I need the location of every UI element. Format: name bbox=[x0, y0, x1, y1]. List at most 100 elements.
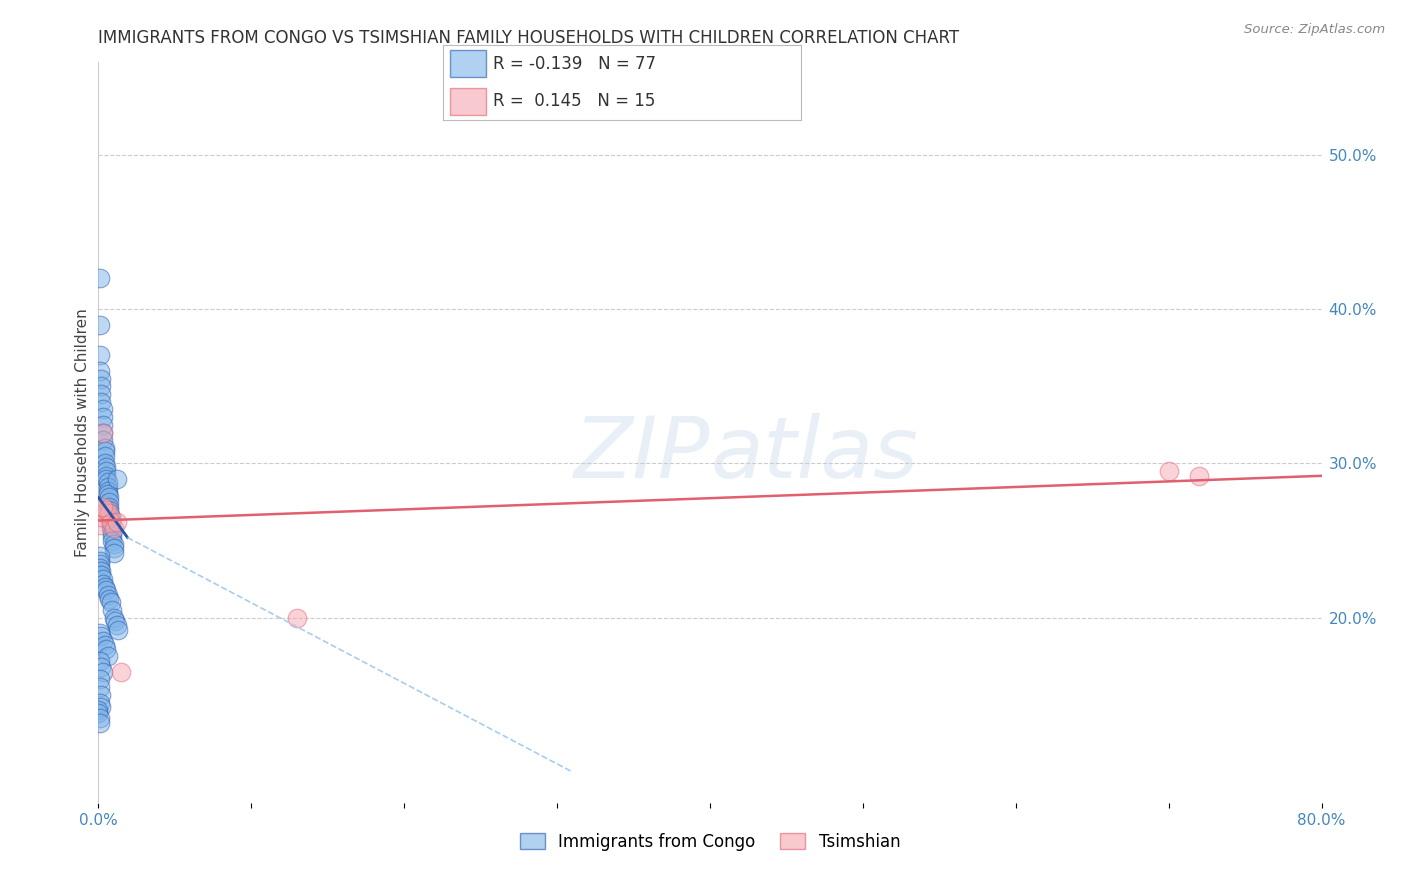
Point bbox=[91, 572, 114, 586]
Point bbox=[90, 394, 112, 409]
Point bbox=[94, 459, 117, 474]
Point bbox=[97, 480, 120, 494]
Point bbox=[100, 515, 122, 529]
Point bbox=[90, 629, 112, 643]
Point bbox=[103, 541, 125, 556]
Point bbox=[107, 623, 129, 637]
Point bbox=[1157, 464, 1180, 478]
Point bbox=[94, 502, 117, 516]
Point bbox=[90, 660, 112, 674]
Point bbox=[91, 425, 114, 440]
Point bbox=[94, 472, 117, 486]
Point bbox=[91, 425, 114, 440]
Text: R =  0.145   N = 15: R = 0.145 N = 15 bbox=[494, 93, 655, 111]
Text: R = -0.139   N = 77: R = -0.139 N = 77 bbox=[494, 54, 657, 72]
Point bbox=[103, 611, 125, 625]
Point bbox=[89, 626, 111, 640]
Point bbox=[97, 484, 120, 499]
Point bbox=[87, 706, 110, 721]
Point bbox=[91, 410, 114, 425]
Point bbox=[93, 639, 115, 653]
Point bbox=[90, 700, 112, 714]
Point bbox=[105, 618, 128, 632]
Point bbox=[91, 665, 114, 679]
Point bbox=[90, 565, 112, 579]
Point bbox=[91, 417, 114, 432]
Point bbox=[105, 472, 128, 486]
Point bbox=[97, 487, 120, 501]
Point bbox=[87, 703, 110, 717]
Point bbox=[90, 387, 112, 401]
Point bbox=[93, 506, 115, 520]
Y-axis label: Family Households with Children: Family Households with Children bbox=[75, 309, 90, 557]
Point bbox=[91, 576, 114, 591]
Point bbox=[98, 506, 121, 520]
Legend: Immigrants from Congo, Tsimshian: Immigrants from Congo, Tsimshian bbox=[513, 826, 907, 857]
Point bbox=[98, 506, 121, 520]
Point bbox=[89, 502, 111, 516]
Point bbox=[89, 318, 111, 332]
Point bbox=[97, 475, 120, 489]
Point bbox=[91, 633, 114, 648]
Point bbox=[1188, 468, 1211, 483]
Point bbox=[101, 525, 124, 540]
Point bbox=[100, 515, 122, 529]
Point bbox=[97, 588, 120, 602]
Point bbox=[89, 518, 111, 533]
Point bbox=[100, 510, 122, 524]
Point bbox=[98, 592, 121, 607]
Point bbox=[94, 464, 117, 478]
Point bbox=[89, 364, 111, 378]
Point bbox=[93, 580, 115, 594]
Point bbox=[100, 521, 122, 535]
Point bbox=[89, 561, 111, 575]
Text: Source: ZipAtlas.com: Source: ZipAtlas.com bbox=[1244, 23, 1385, 37]
Point bbox=[93, 449, 115, 463]
Point bbox=[94, 468, 117, 483]
Point bbox=[100, 595, 122, 609]
Text: atlas: atlas bbox=[710, 413, 918, 496]
Point bbox=[93, 444, 115, 458]
Point bbox=[104, 614, 127, 628]
Point bbox=[97, 649, 120, 664]
Point bbox=[101, 603, 124, 617]
Point bbox=[101, 529, 124, 543]
Point bbox=[90, 379, 112, 393]
Point bbox=[98, 495, 121, 509]
Point bbox=[89, 557, 111, 571]
FancyBboxPatch shape bbox=[450, 50, 486, 77]
Point bbox=[103, 546, 125, 560]
Point bbox=[98, 491, 121, 505]
Point bbox=[89, 271, 111, 285]
Point bbox=[285, 611, 308, 625]
Point bbox=[89, 696, 111, 710]
Point bbox=[103, 521, 125, 535]
Point bbox=[91, 434, 114, 448]
Point bbox=[90, 688, 112, 702]
Point bbox=[94, 582, 117, 597]
Point bbox=[94, 641, 117, 656]
Point bbox=[90, 510, 112, 524]
Point bbox=[93, 441, 115, 455]
Point bbox=[103, 537, 125, 551]
Point bbox=[89, 654, 111, 668]
Point bbox=[91, 500, 114, 514]
Point bbox=[89, 715, 111, 730]
Point bbox=[90, 371, 112, 385]
Point bbox=[89, 549, 111, 563]
Point bbox=[89, 673, 111, 687]
Point bbox=[100, 518, 122, 533]
Point bbox=[101, 533, 124, 548]
Point bbox=[89, 711, 111, 725]
Point bbox=[105, 515, 128, 529]
Point bbox=[91, 402, 114, 417]
Point bbox=[98, 502, 121, 516]
Point bbox=[89, 349, 111, 363]
Text: IMMIGRANTS FROM CONGO VS TSIMSHIAN FAMILY HOUSEHOLDS WITH CHILDREN CORRELATION C: IMMIGRANTS FROM CONGO VS TSIMSHIAN FAMIL… bbox=[98, 29, 959, 47]
Point bbox=[89, 680, 111, 694]
Point bbox=[89, 554, 111, 568]
FancyBboxPatch shape bbox=[450, 88, 486, 115]
Point bbox=[90, 567, 112, 582]
Point bbox=[98, 500, 121, 514]
Point bbox=[110, 665, 132, 679]
